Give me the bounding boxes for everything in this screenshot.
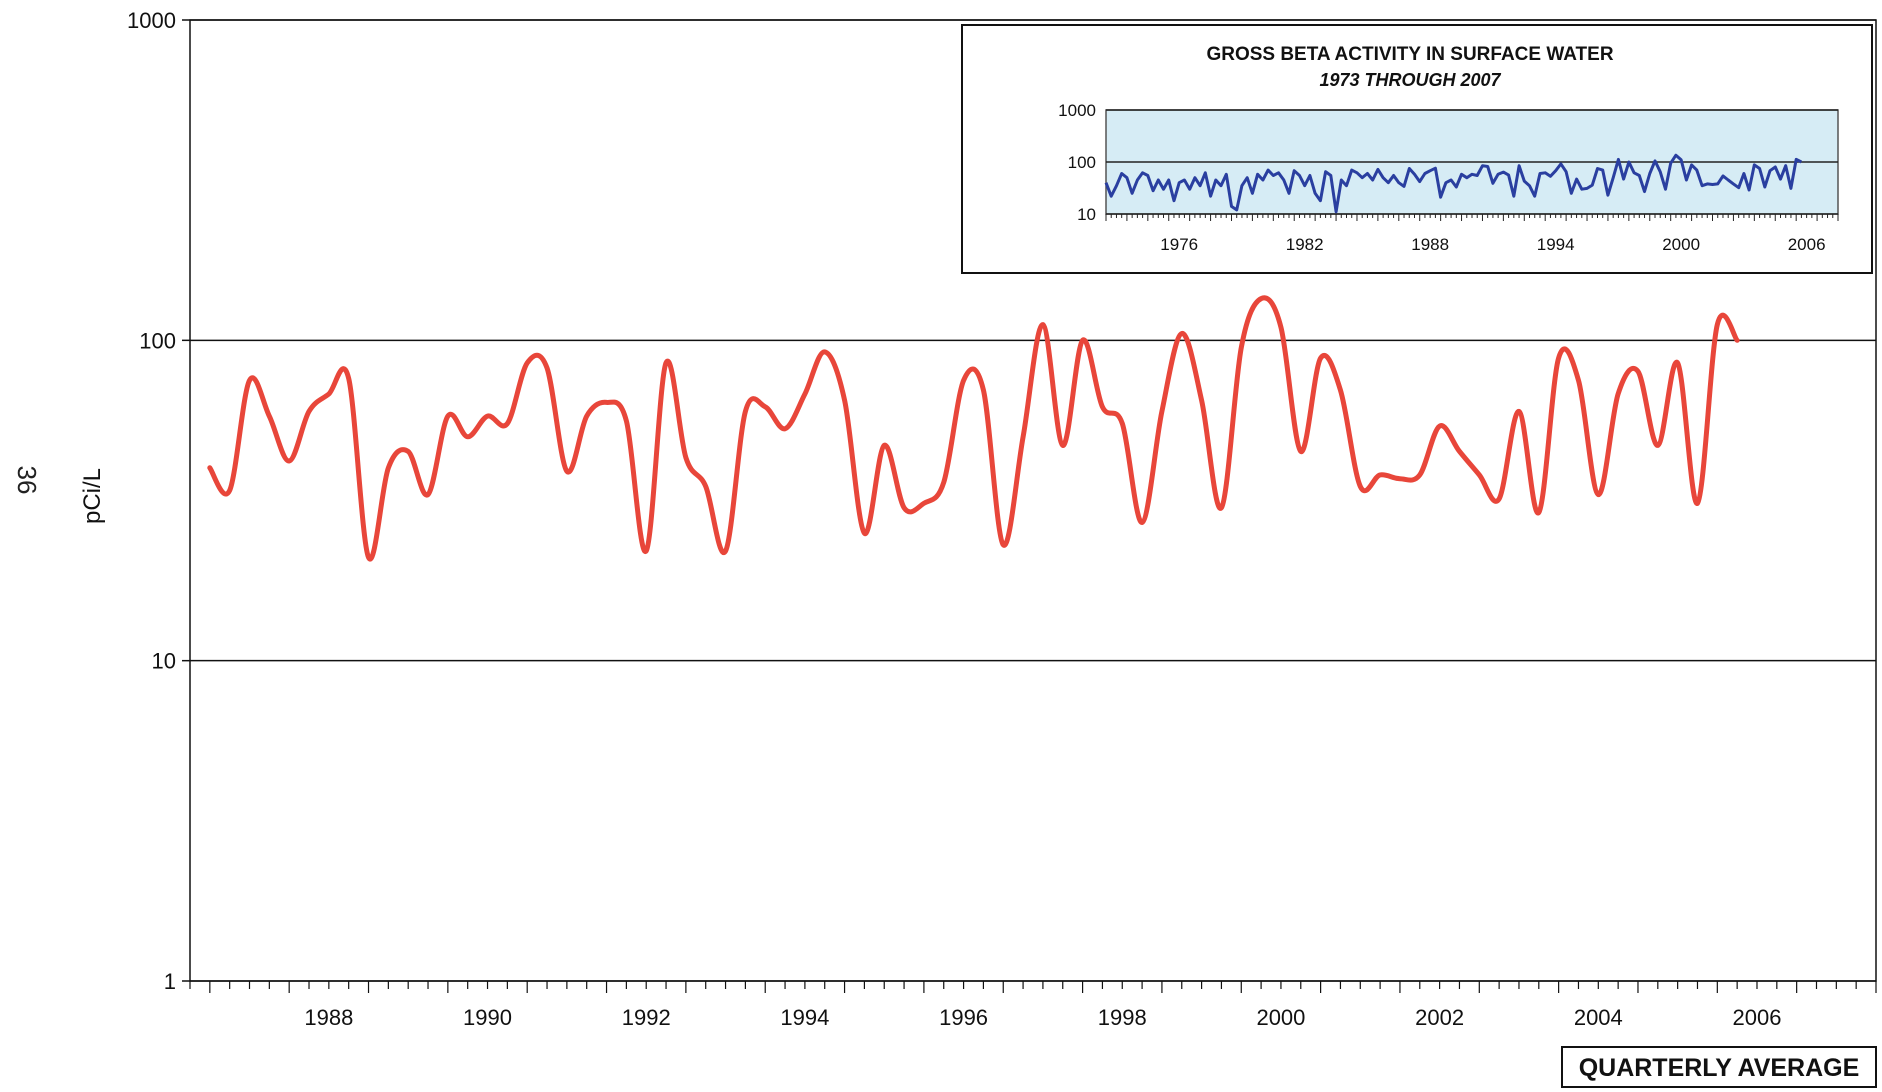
- quarterly-average-label: QUARTERLY AVERAGE: [1579, 1054, 1860, 1082]
- main-y-axis-label: pCi/L: [79, 468, 106, 524]
- inset-x-ticks: 1976 1982 1988 1994 2000 2006: [1105, 214, 1839, 254]
- inset-x-tick-label: 2006: [1788, 235, 1826, 254]
- main-x-tick-label: 1988: [304, 1005, 353, 1030]
- inset-x-tick-label: 1976: [1160, 235, 1198, 254]
- main-y-tick-label: 1: [164, 969, 176, 994]
- main-y-tick-label: 100: [139, 328, 176, 353]
- inset-title: GROSS BETA ACTIVITY IN SURFACE WATER: [1206, 44, 1613, 65]
- inset-x-tick-label: 2000: [1662, 235, 1700, 254]
- main-x-tick-label: 2004: [1574, 1005, 1623, 1030]
- inset-chart: GROSS BETA ACTIVITY IN SURFACE WATER 197…: [961, 24, 1873, 274]
- quarterly-average-box: QUARTERLY AVERAGE: [1561, 1046, 1877, 1088]
- main-x-tick-label: 1996: [939, 1005, 988, 1030]
- inset-subtitle: 1973 THROUGH 2007: [1319, 70, 1501, 90]
- inset-y-tick-label: 1000: [1058, 101, 1096, 120]
- main-y-tick-label: 10: [152, 649, 176, 674]
- main-y-tick-label: 1000: [127, 8, 176, 33]
- main-x-tick-label: 2006: [1733, 1005, 1782, 1030]
- main-x-tick-label: 1992: [622, 1005, 671, 1030]
- quarterly-average-frame: [1561, 1046, 1877, 1088]
- main-x-tick-label: 2000: [1256, 1005, 1305, 1030]
- main-grid: [190, 19, 1876, 982]
- main-x-tick-label: 1998: [1098, 1005, 1147, 1030]
- inset-y-tick-label: 10: [1077, 205, 1096, 224]
- main-plot: 1 10 100 1000 1988 1990 1992 1994 1996 1998 2000 2…: [127, 8, 1877, 1030]
- inset-y-tick-label: 100: [1068, 153, 1096, 172]
- main-x-tick-label: 1994: [780, 1005, 829, 1030]
- inset-x-tick-label: 1982: [1286, 235, 1324, 254]
- inset-y-ticks: 10 100 1000: [1058, 101, 1096, 224]
- main-y-ticks: 1 10 100 1000: [127, 8, 190, 994]
- inset-x-tick-label: 1994: [1537, 235, 1575, 254]
- main-x-tick-label: 1990: [463, 1005, 512, 1030]
- main-x-tick-label: 2002: [1415, 1005, 1464, 1030]
- main-series-line: [207, 295, 1740, 562]
- main-x-ticks: 1988 1990 1992 1994 1996 1998 2000 2002 2004 2006: [189, 981, 1877, 1030]
- inset-x-tick-label: 1988: [1411, 235, 1449, 254]
- page-number: 36: [12, 466, 42, 495]
- inset-series-line: [1104, 153, 1803, 214]
